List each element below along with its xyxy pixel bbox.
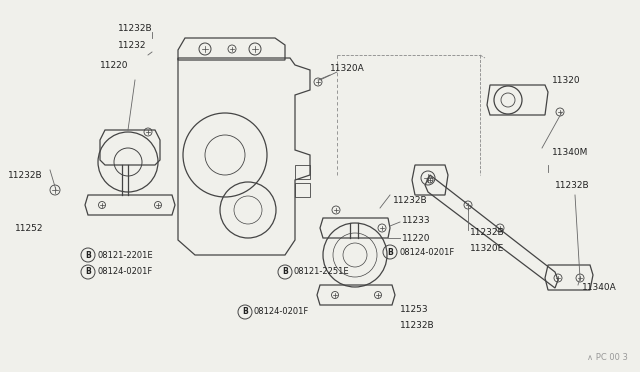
Text: 11252: 11252	[15, 224, 44, 232]
Text: 11232B: 11232B	[470, 228, 504, 237]
Text: B: B	[85, 267, 91, 276]
Text: 08121-2251E: 08121-2251E	[294, 267, 349, 276]
Bar	[295, 183, 310, 197]
Text: 11232: 11232	[118, 41, 147, 49]
Text: B: B	[282, 267, 288, 276]
Text: 11340A: 11340A	[582, 283, 617, 292]
Text: 11232B: 11232B	[555, 180, 589, 189]
Text: 11320: 11320	[552, 76, 580, 84]
Text: 08121-2201E: 08121-2201E	[97, 250, 152, 260]
Text: 11232B: 11232B	[118, 23, 152, 32]
Text: 11233: 11233	[402, 215, 431, 224]
Text: B: B	[85, 250, 91, 260]
Text: 11340M: 11340M	[552, 148, 588, 157]
Text: 11220: 11220	[100, 61, 129, 70]
Text: B: B	[387, 247, 393, 257]
Text: ∧ PC 00 3: ∧ PC 00 3	[587, 353, 628, 362]
Text: 11320A: 11320A	[330, 64, 365, 73]
Text: 11232B: 11232B	[8, 170, 43, 180]
Text: 11232B: 11232B	[400, 321, 435, 330]
Text: 08124-0201F: 08124-0201F	[399, 247, 454, 257]
Text: 08124-0201F: 08124-0201F	[254, 308, 309, 317]
Text: 11253: 11253	[400, 305, 429, 314]
Text: 11232B: 11232B	[393, 196, 428, 205]
Text: 08124-0201F: 08124-0201F	[97, 267, 152, 276]
Text: 11320E: 11320E	[470, 244, 504, 253]
Bar	[295, 165, 310, 179]
Text: 11220: 11220	[402, 234, 431, 243]
Text: B: B	[242, 308, 248, 317]
